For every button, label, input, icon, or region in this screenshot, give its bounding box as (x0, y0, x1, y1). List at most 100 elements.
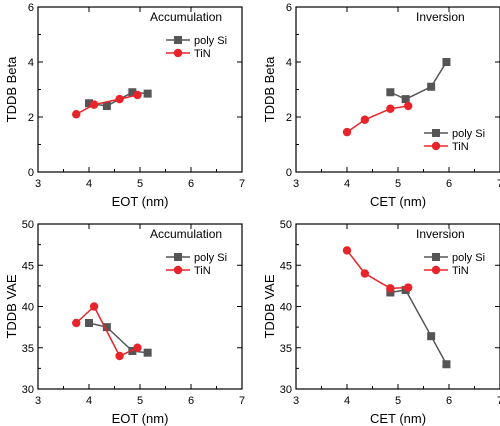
x-tick-label: 5 (395, 395, 401, 407)
data-point-tin (404, 283, 413, 292)
y-tick-label: 45 (280, 260, 292, 272)
data-point-poly-si (427, 82, 436, 91)
data-point-poly-si (85, 99, 93, 108)
plot-frame (37, 6, 243, 173)
legend-label: TiN (452, 265, 469, 277)
data-point-poly-si (442, 360, 451, 369)
y-tick-label: 0 (28, 167, 34, 179)
y-tick-label: 35 (280, 343, 292, 355)
legend-label: poly Si (452, 128, 485, 140)
legend-marker (174, 253, 182, 261)
legend-marker (432, 253, 440, 261)
data-point-tin (89, 100, 99, 109)
legend-marker (431, 265, 441, 275)
data-point-poly-si (427, 332, 436, 341)
chart-panel-1: 3 4 5 6 7 0 2 4 6 EOT (nm) TDDB Beta Accumulation po… (4, 2, 245, 209)
y-tick-label: 2 (286, 112, 292, 124)
series-line-tin (346, 105, 409, 133)
y-tick-label: 2 (28, 112, 34, 124)
legend-label: poly Si (194, 35, 227, 47)
x-tick-label: 6 (188, 395, 194, 407)
legend-label: TiN (452, 141, 469, 153)
data-point-tin (89, 302, 99, 311)
x-tick-label: 6 (188, 178, 194, 190)
data-point-tin (133, 343, 142, 352)
legend-marker (174, 36, 182, 44)
data-point-poly-si (102, 102, 111, 110)
plot-frame (37, 223, 243, 390)
legend-marker (173, 48, 183, 58)
panel-title: Inversion (416, 10, 465, 24)
series-line-tin (75, 305, 138, 357)
data-point-tin (72, 318, 81, 328)
y-tick-label: 30 (280, 384, 292, 396)
y-axis-label: TDDB VAE (4, 274, 19, 338)
series-line-tin (346, 249, 409, 290)
chart-panel-4: 345673035404550CET (nm)TDDB VAEInversion… (262, 219, 500, 426)
x-tick-label: 5 (137, 178, 143, 190)
legend-label: TiN (194, 48, 211, 60)
panel-title: Accumulation (150, 227, 222, 241)
x-tick-label: 4 (86, 395, 92, 407)
x-tick-label: 3 (35, 395, 41, 407)
plot-frame (295, 223, 500, 390)
y-tick-label: 45 (22, 260, 34, 272)
x-axis-label: CET (nm) (370, 411, 426, 426)
data-point-tin (72, 110, 81, 119)
y-tick-label: 0 (286, 167, 292, 179)
x-tick-label: 3 (293, 395, 299, 407)
x-tick-label: 3 (293, 178, 299, 190)
y-tick-label: 50 (22, 219, 34, 231)
y-tick-label: 35 (22, 343, 34, 355)
plot-frame (295, 6, 500, 173)
panel-title: Accumulation (150, 10, 222, 24)
data-point-tin (115, 351, 124, 361)
x-tick-label: 7 (239, 178, 245, 190)
x-tick-label: 3 (35, 178, 41, 190)
x-axis-label: CET (nm) (370, 194, 426, 209)
data-point-tin (386, 104, 395, 113)
y-tick-label: 30 (22, 384, 34, 396)
y-tick-label: 40 (22, 302, 34, 314)
chart-panel-2: 3 4 5 6 7 0 2 4 6 CET (nm) TDDB Beta Inversion poly … (262, 2, 500, 209)
y-axis-label: TDDB Beta (4, 56, 19, 123)
data-point-tin (386, 284, 395, 293)
data-point-poly-si (143, 89, 152, 98)
y-tick-label: 6 (28, 2, 34, 14)
data-point-poly-si (128, 347, 137, 356)
x-tick-label: 6 (446, 395, 452, 407)
y-tick-label: 4 (286, 57, 292, 69)
data-point-tin (404, 101, 413, 111)
data-point-poly-si (143, 348, 152, 357)
data-point-poly-si (386, 88, 395, 97)
data-point-tin (133, 90, 142, 100)
data-point-poly-si (85, 319, 93, 327)
y-tick-label: 6 (286, 2, 292, 14)
x-tick-label: 6 (446, 178, 452, 190)
data-point-tin (342, 127, 352, 137)
series-line-tin (75, 94, 138, 115)
data-point-poly-si (401, 95, 410, 104)
series-line-poly-si (88, 322, 148, 354)
x-tick-label: 7 (239, 395, 245, 407)
x-axis-label: EOT (nm) (112, 194, 169, 209)
data-point-tin (360, 115, 370, 124)
legend-label: TiN (194, 265, 211, 277)
y-tick-label: 50 (280, 219, 292, 231)
x-tick-label: 7 (497, 178, 500, 190)
x-tick-label: 4 (344, 178, 350, 190)
data-point-poly-si (128, 88, 137, 97)
x-tick-label: 4 (344, 395, 350, 407)
x-axis-label: EOT (nm) (112, 411, 169, 426)
x-tick-label: 5 (137, 395, 143, 407)
legend-marker (431, 141, 441, 151)
legend-label: poly Si (452, 252, 485, 264)
x-tick-label: 5 (395, 178, 401, 190)
legend-marker (432, 129, 440, 137)
